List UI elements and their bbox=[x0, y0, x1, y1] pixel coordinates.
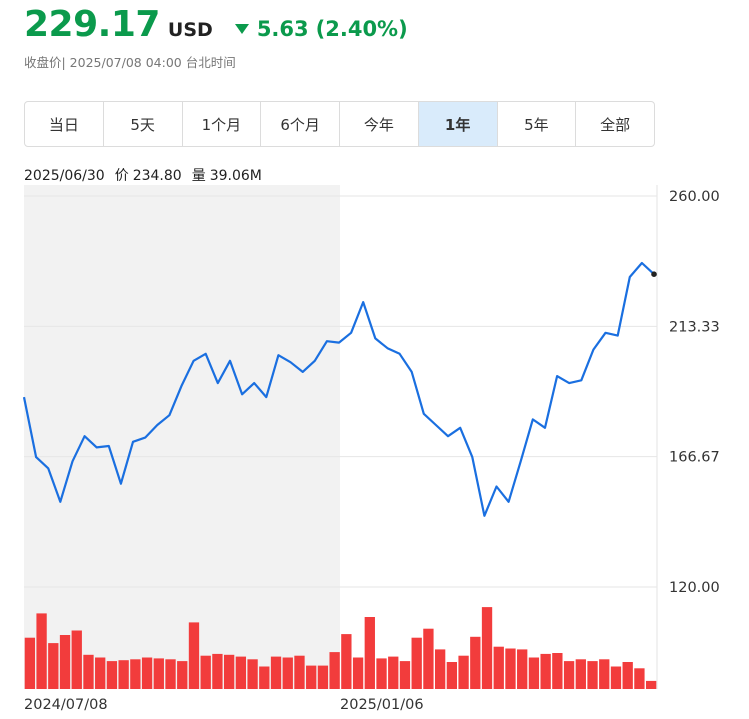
volume-bar bbox=[364, 617, 375, 689]
volume-bar bbox=[317, 665, 329, 689]
change-value: 5.63 bbox=[256, 17, 309, 41]
volume-bar bbox=[599, 659, 610, 689]
currency-label: USD bbox=[167, 19, 213, 41]
volume-bar bbox=[59, 635, 71, 689]
down-arrow-icon bbox=[234, 24, 249, 34]
volume-bar bbox=[411, 637, 422, 689]
volume-bar bbox=[177, 661, 188, 689]
volume-bar bbox=[517, 649, 528, 689]
volume-bar bbox=[645, 680, 657, 689]
volume-bar bbox=[235, 656, 247, 689]
volume-bar bbox=[282, 657, 293, 689]
tab-all[interactable]: 全部 bbox=[600, 115, 631, 134]
volume-bar bbox=[118, 660, 129, 689]
volume-bar bbox=[563, 661, 575, 689]
volume-bar bbox=[341, 634, 352, 689]
change-percent: (2.40%) bbox=[315, 17, 408, 41]
volume-bar bbox=[528, 657, 540, 689]
y-tick-label: 260.00 bbox=[669, 189, 720, 205]
volume-bar bbox=[153, 658, 164, 689]
volume-bar bbox=[458, 655, 469, 689]
last-price-dot bbox=[651, 271, 657, 277]
hover-price-label: 价 bbox=[114, 168, 129, 184]
volume-bar bbox=[294, 655, 305, 689]
volume-bar bbox=[552, 653, 563, 689]
tab-ytd[interactable]: 今年 bbox=[340, 102, 419, 146]
volume-bar bbox=[493, 646, 504, 689]
close-time-note: 收盘价| 2025/07/08 04:00 台北时间 bbox=[24, 55, 236, 70]
volume-bar bbox=[130, 659, 141, 689]
volume-bar bbox=[423, 628, 434, 689]
quote-header: 229.17 USD 5.63 (2.40%) bbox=[24, 4, 408, 48]
volume-bar bbox=[446, 662, 458, 689]
volume-bar bbox=[399, 661, 411, 689]
tab-5d[interactable]: 5天 bbox=[104, 102, 183, 146]
last-price: 229.17 bbox=[24, 4, 160, 45]
volume-bar bbox=[540, 653, 551, 689]
hover-volume-label: 量 bbox=[191, 168, 206, 184]
volume-bar bbox=[83, 654, 94, 689]
volume-bar bbox=[188, 622, 200, 689]
volume-bar bbox=[470, 636, 481, 689]
volume-bar bbox=[71, 630, 82, 689]
volume-bar bbox=[223, 654, 235, 689]
volume-bar bbox=[165, 659, 176, 689]
tab-1m[interactable]: 1个月 bbox=[183, 102, 262, 146]
tab-1d[interactable]: 当日 bbox=[25, 102, 104, 146]
volume-bar bbox=[587, 661, 598, 689]
y-tick-label: 120.00 bbox=[669, 580, 720, 596]
tab-6m[interactable]: 6个月 bbox=[261, 102, 340, 146]
volume-bar bbox=[141, 657, 153, 689]
volume-bar bbox=[352, 657, 364, 689]
volume-bar bbox=[376, 658, 387, 689]
price-line bbox=[22, 261, 655, 517]
volume-bar bbox=[95, 657, 106, 689]
volume-bar bbox=[505, 648, 516, 689]
volume-bar bbox=[575, 659, 586, 689]
volume-bar bbox=[610, 666, 622, 689]
volume-bar bbox=[388, 656, 399, 689]
volume-bar bbox=[259, 666, 270, 689]
volume-bar bbox=[48, 643, 59, 689]
volume-bar bbox=[106, 661, 118, 689]
y-tick-label: 213.33 bbox=[669, 319, 720, 335]
hover-volume: 39.06M bbox=[209, 168, 262, 184]
volume-bar bbox=[247, 659, 258, 689]
hover-price: 234.80 bbox=[132, 168, 182, 184]
volume-bar bbox=[481, 607, 493, 689]
range-tabs: 当日 5天 1个月 6个月 今年 1年 5年 全部 bbox=[24, 101, 655, 147]
price-change: 5.63 (2.40%) bbox=[234, 17, 408, 41]
volume-bar bbox=[200, 655, 211, 689]
volume-bar bbox=[622, 662, 633, 689]
y-tick-label: 166.67 bbox=[669, 450, 720, 466]
volume-bar bbox=[306, 665, 317, 689]
hover-readout: 2025/06/30 价 234.80 量 39.06M bbox=[24, 165, 272, 185]
tab-1y[interactable]: 1年 bbox=[418, 102, 498, 146]
volume-bar bbox=[329, 652, 340, 689]
volume-bar bbox=[270, 656, 282, 689]
x-tick-label: 2024/07/08 bbox=[24, 697, 108, 713]
volume-bar bbox=[434, 649, 446, 689]
price-chart[interactable]: 260.00 213.33 166.67 120.00 2024/07/08 2025/0… bbox=[0, 185, 749, 719]
volume-bar bbox=[36, 613, 47, 689]
volume-bar bbox=[24, 637, 36, 689]
volume-bar bbox=[634, 668, 645, 689]
hover-date: 2025/06/30 bbox=[24, 168, 105, 184]
highlight-band bbox=[24, 185, 340, 689]
x-tick-label: 2025/01/06 bbox=[340, 697, 424, 713]
volume-bar bbox=[212, 653, 223, 689]
tab-5y[interactable]: 5年 bbox=[498, 102, 577, 146]
